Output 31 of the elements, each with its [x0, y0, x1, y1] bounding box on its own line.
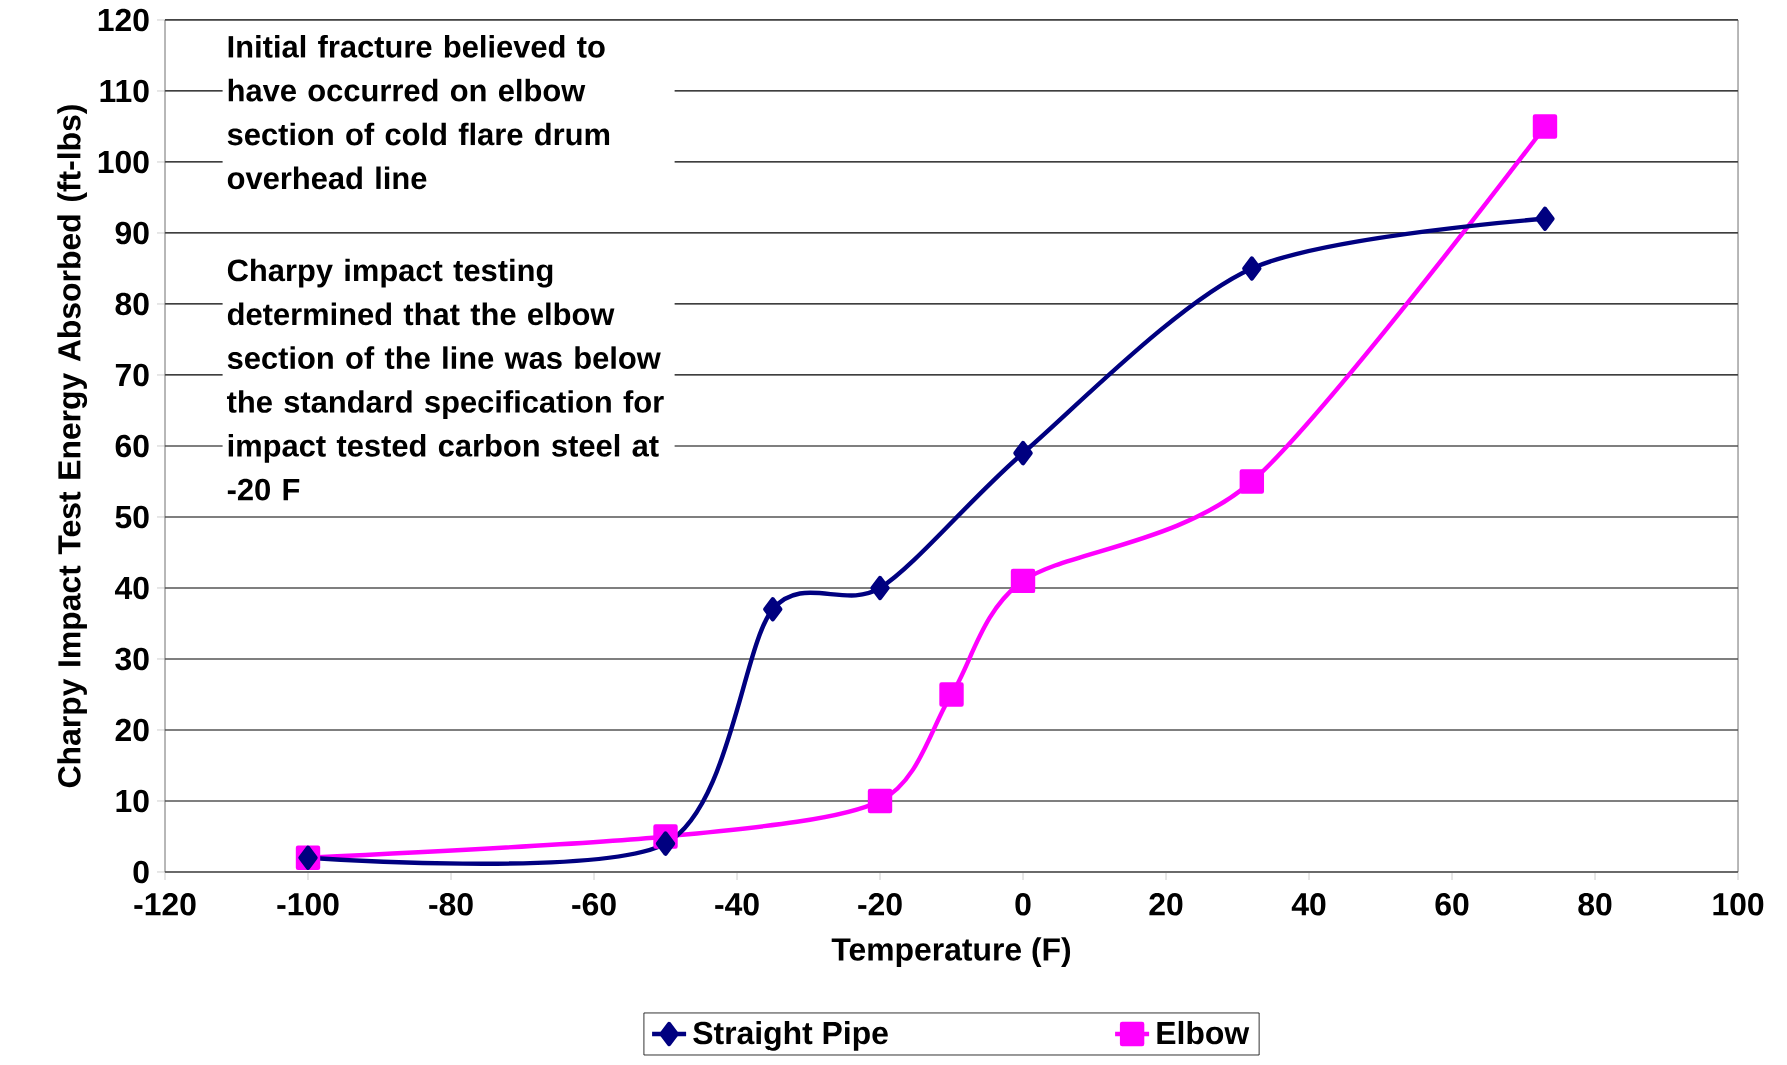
annotation: Initial fracture believed to have occurred on elbow section of cold flare drum overhead line	[227, 35, 610, 190]
x-tick-label: 20	[1149, 893, 1183, 916]
x-tick-label: 80	[1578, 893, 1612, 916]
y-tick-label: 50	[115, 505, 149, 529]
y-tick-label: 10	[116, 789, 149, 813]
x-tick-label: 0	[1015, 893, 1031, 916]
x-tick-label: 60	[1435, 893, 1469, 916]
y-tick-label: 80	[115, 292, 149, 316]
y-tick-label: 20	[115, 718, 149, 742]
x-tick-label: 100	[1713, 893, 1764, 916]
y-tick-label: 0	[133, 860, 149, 884]
legend-label: Straight Pipe	[693, 1020, 888, 1051]
annotation: Charpy impact testing determined that the elbow section of the line was below the standard specification for impact tested carbon steel at -20 F	[226, 258, 664, 501]
x-tick-label: 40	[1291, 893, 1326, 916]
y-tick-label: 70	[115, 363, 149, 387]
y-tick-label: 100	[98, 150, 149, 174]
x-tick-label: -120	[134, 893, 196, 916]
y-tick-label: 120	[98, 8, 149, 32]
y-tick-label: 110	[100, 79, 149, 103]
x-tick-label: -80	[429, 893, 473, 916]
y-tick-label: 40	[114, 576, 149, 600]
x-axis-title: Temperature (F)	[831, 937, 1071, 967]
x-tick-label: -60	[572, 893, 616, 916]
x-tick-label: -20	[858, 893, 902, 916]
y-tick-label: 90	[115, 221, 149, 245]
x-tick-label: -40	[715, 893, 759, 916]
y-tick-label: 60	[115, 434, 149, 458]
y-axis-title: Charpy Impact Test Energy Absorbed (ft-lbs)	[57, 105, 88, 788]
x-tick-label: -100	[277, 893, 339, 916]
legend-label: Elbow	[1157, 1020, 1250, 1045]
y-tick-label: 30	[115, 647, 149, 671]
